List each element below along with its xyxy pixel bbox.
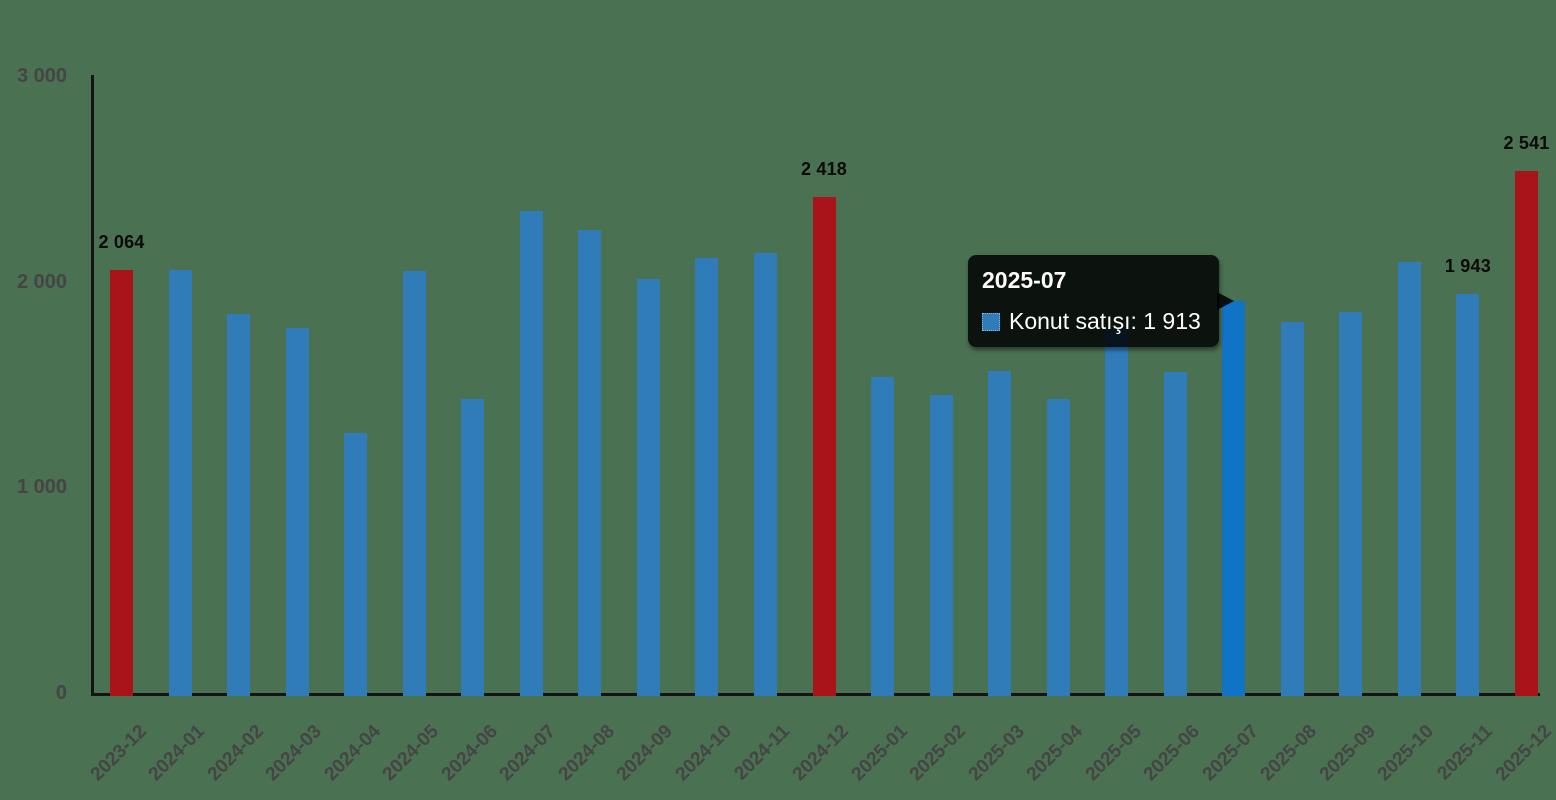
data-label-2025-11: 1 943 bbox=[1444, 256, 1491, 277]
bar-2024-03[interactable] bbox=[285, 327, 309, 696]
bar-2024-12[interactable] bbox=[812, 196, 836, 696]
bar-2023-12[interactable] bbox=[110, 269, 133, 696]
data-label-2025-12: 2 541 bbox=[1503, 133, 1550, 154]
bar-2025-10[interactable] bbox=[1397, 262, 1421, 696]
bar-2024-06[interactable] bbox=[461, 398, 485, 696]
y-tick-label: 2 000 bbox=[16, 270, 67, 293]
data-label-2023-12: 2 064 bbox=[98, 231, 145, 252]
bar-2024-01[interactable] bbox=[168, 270, 192, 696]
bar-2024-11[interactable] bbox=[753, 252, 777, 696]
bar-2025-04[interactable] bbox=[1046, 398, 1070, 696]
y-tick-label: 0 bbox=[55, 682, 67, 704]
bar-2025-05[interactable] bbox=[1105, 330, 1129, 696]
bar-2025-01[interactable] bbox=[871, 377, 894, 696]
bar-2024-02[interactable] bbox=[227, 313, 251, 696]
y-axis-line bbox=[91, 75, 94, 696]
bar-2024-05[interactable] bbox=[402, 270, 426, 696]
series-swatch-icon bbox=[982, 312, 1000, 331]
bar-2024-09[interactable] bbox=[636, 278, 660, 696]
bar-2025-03[interactable] bbox=[988, 371, 1012, 696]
bar-2024-08[interactable] bbox=[578, 230, 602, 696]
bar-2024-07[interactable] bbox=[519, 210, 543, 696]
tooltip-value-text: Konut satışı: 1 913 bbox=[1009, 308, 1201, 334]
bar-2024-10[interactable] bbox=[695, 258, 719, 696]
tooltip-title: 2025-07 bbox=[982, 267, 1067, 293]
data-label-2024-12: 2 418 bbox=[800, 158, 848, 179]
tooltip-row: Konut satışı: 1 913 bbox=[982, 308, 1201, 335]
bar-2025-11[interactable] bbox=[1456, 294, 1480, 696]
tooltip-arrow-icon bbox=[1217, 292, 1234, 310]
bar-2024-04[interactable] bbox=[344, 432, 368, 696]
y-tick-label: 3 000 bbox=[16, 65, 67, 87]
bar-2025-09[interactable] bbox=[1339, 311, 1363, 696]
y-tick-label: 1 000 bbox=[16, 476, 67, 499]
bar-2025-08[interactable] bbox=[1280, 321, 1304, 696]
bar-2025-07[interactable] bbox=[1222, 300, 1246, 696]
bar-2025-02[interactable] bbox=[929, 394, 953, 696]
tooltip: 2025-07 Konut satışı: 1 913 bbox=[968, 255, 1219, 347]
bar-2025-06[interactable] bbox=[1163, 372, 1187, 696]
bar-2025-12[interactable] bbox=[1515, 171, 1538, 696]
